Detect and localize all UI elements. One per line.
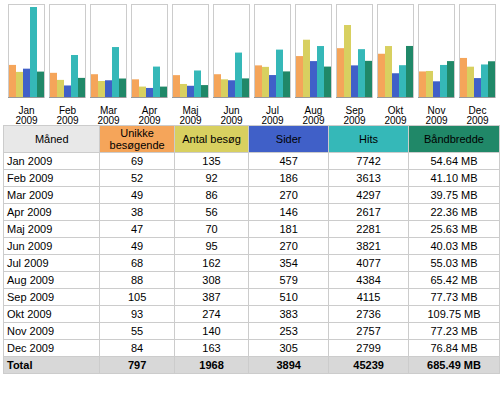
html-text:55: 55	[131, 325, 144, 337]
html-text:Nov 2009: Nov 2009	[7, 325, 55, 337]
html-text:457: 457	[279, 155, 298, 167]
html-text:77.23 MB: 77.23 MB	[430, 325, 478, 337]
html-text:56: 56	[205, 206, 218, 218]
html-text:383: 383	[279, 308, 298, 320]
html-text:579: 579	[279, 274, 298, 286]
html-text:39.75 MB: 39.75 MB	[430, 189, 478, 201]
html-text:140: 140	[202, 325, 221, 337]
html-text:77.73 MB: 77.73 MB	[430, 291, 478, 303]
html-text:2799: 2799	[356, 342, 381, 354]
html-text:Jun 2009: Jun 2009	[7, 240, 53, 252]
html-text:70: 70	[205, 223, 218, 235]
html-text:52: 52	[131, 172, 144, 184]
html-text:40.03 MB: 40.03 MB	[430, 240, 478, 252]
html-text:Hits: Hits	[359, 133, 378, 145]
svg-text:Jan2009: Jan2009	[15, 105, 38, 125]
html-text:510: 510	[279, 291, 298, 303]
html-text:387: 387	[202, 291, 221, 303]
html-text:49: 49	[131, 240, 144, 252]
html-text:109.75 MB: 109.75 MB	[427, 308, 481, 320]
html-text:25.63 MB: 25.63 MB	[430, 223, 478, 235]
svg-text:Nov2009: Nov2009	[425, 105, 448, 125]
html-text:7742: 7742	[356, 155, 381, 167]
html-text:2281: 2281	[356, 223, 381, 235]
html-text:92: 92	[205, 172, 218, 184]
html-text:797: 797	[128, 359, 147, 371]
html-text:Feb 2009: Feb 2009	[7, 172, 54, 184]
html-text:4384: 4384	[356, 274, 381, 286]
html-text:95: 95	[205, 240, 218, 252]
svg-text:Apr2009: Apr2009	[138, 105, 161, 125]
html-text:22.36 MB: 22.36 MB	[430, 206, 478, 218]
html-text:Måned: Måned	[34, 133, 69, 145]
html-text:69: 69	[131, 155, 144, 167]
svg-text:Okt2009: Okt2009	[384, 105, 407, 125]
html-text:88: 88	[131, 274, 144, 286]
svg-text:Sep2009: Sep2009	[343, 105, 366, 125]
html-text:181: 181	[279, 223, 298, 235]
html-text:Båndbredde: Båndbredde	[424, 133, 484, 145]
html-text:163: 163	[202, 342, 221, 354]
html-text:Okt 2009: Okt 2009	[7, 308, 52, 320]
svg-text:Jun2009: Jun2009	[220, 105, 243, 125]
svg-text:Jul2009: Jul2009	[261, 105, 284, 125]
html-text:47: 47	[131, 223, 144, 235]
html-text:Aug 2009: Aug 2009	[7, 274, 55, 286]
svg-text:Aug2009: Aug2009	[302, 105, 325, 125]
html-text:105: 105	[128, 291, 147, 303]
html-text:45239: 45239	[353, 359, 384, 371]
html-text:685.49 MB: 685.49 MB	[427, 359, 481, 371]
html-text:Total: Total	[7, 359, 33, 371]
html-text:308: 308	[202, 274, 221, 286]
html-text:135: 135	[202, 155, 221, 167]
html-text:1968: 1968	[199, 359, 224, 371]
svg-text:Mar2009: Mar2009	[97, 105, 120, 125]
html-text:93: 93	[131, 308, 144, 320]
html-text:270: 270	[279, 189, 298, 201]
html-text:3613: 3613	[356, 172, 381, 184]
html-text:Dec 2009: Dec 2009	[7, 342, 55, 354]
html-text:Jan 2009: Jan 2009	[7, 155, 53, 167]
html-text:253: 253	[279, 325, 298, 337]
html-text:186: 186	[279, 172, 298, 184]
html-text:76.84 MB: 76.84 MB	[430, 342, 478, 354]
html-text:4115: 4115	[356, 291, 381, 303]
html-text:54.64 MB: 54.64 MB	[430, 155, 478, 167]
html-text:Unikke besøgende: Unikke besøgende	[109, 127, 165, 151]
svg-text:Feb2009: Feb2009	[56, 105, 79, 125]
html-text:4297: 4297	[356, 189, 381, 201]
html-text:2736: 2736	[356, 308, 381, 320]
html-text:162: 162	[202, 257, 221, 269]
html-text:2617: 2617	[356, 206, 381, 218]
svg-text:Dec2009: Dec2009	[466, 105, 489, 125]
html-text:Sider: Sider	[275, 133, 302, 145]
html-text:55.03 MB: 55.03 MB	[430, 257, 478, 269]
html-text:305: 305	[279, 342, 298, 354]
html-text:Apr 2009: Apr 2009	[7, 206, 52, 218]
html-text:Sep 2009: Sep 2009	[7, 291, 55, 303]
html-text:Antal besøg: Antal besøg	[182, 133, 241, 145]
html-text:84: 84	[131, 342, 144, 354]
html-text:Maj 2009: Maj 2009	[7, 223, 53, 235]
html-text:68: 68	[131, 257, 144, 269]
html-text:270: 270	[279, 240, 298, 252]
html-text:354: 354	[279, 257, 298, 269]
html-text:Mar 2009: Mar 2009	[7, 189, 54, 201]
html-text:86: 86	[205, 189, 218, 201]
html-text:3894: 3894	[276, 359, 301, 371]
html-text:4077: 4077	[356, 257, 381, 269]
html-text:3821: 3821	[356, 240, 381, 252]
html-text:49: 49	[131, 189, 144, 201]
html-text:274: 274	[202, 308, 221, 320]
html-text:41.10 MB: 41.10 MB	[430, 172, 478, 184]
html-text:65.42 MB: 65.42 MB	[430, 274, 478, 286]
svg-text:Maj2009: Maj2009	[179, 105, 202, 125]
html-text:2757: 2757	[356, 325, 381, 337]
html-text:Jul 2009: Jul 2009	[7, 257, 49, 269]
html-text:38: 38	[131, 206, 144, 218]
html-text:146: 146	[279, 206, 298, 218]
